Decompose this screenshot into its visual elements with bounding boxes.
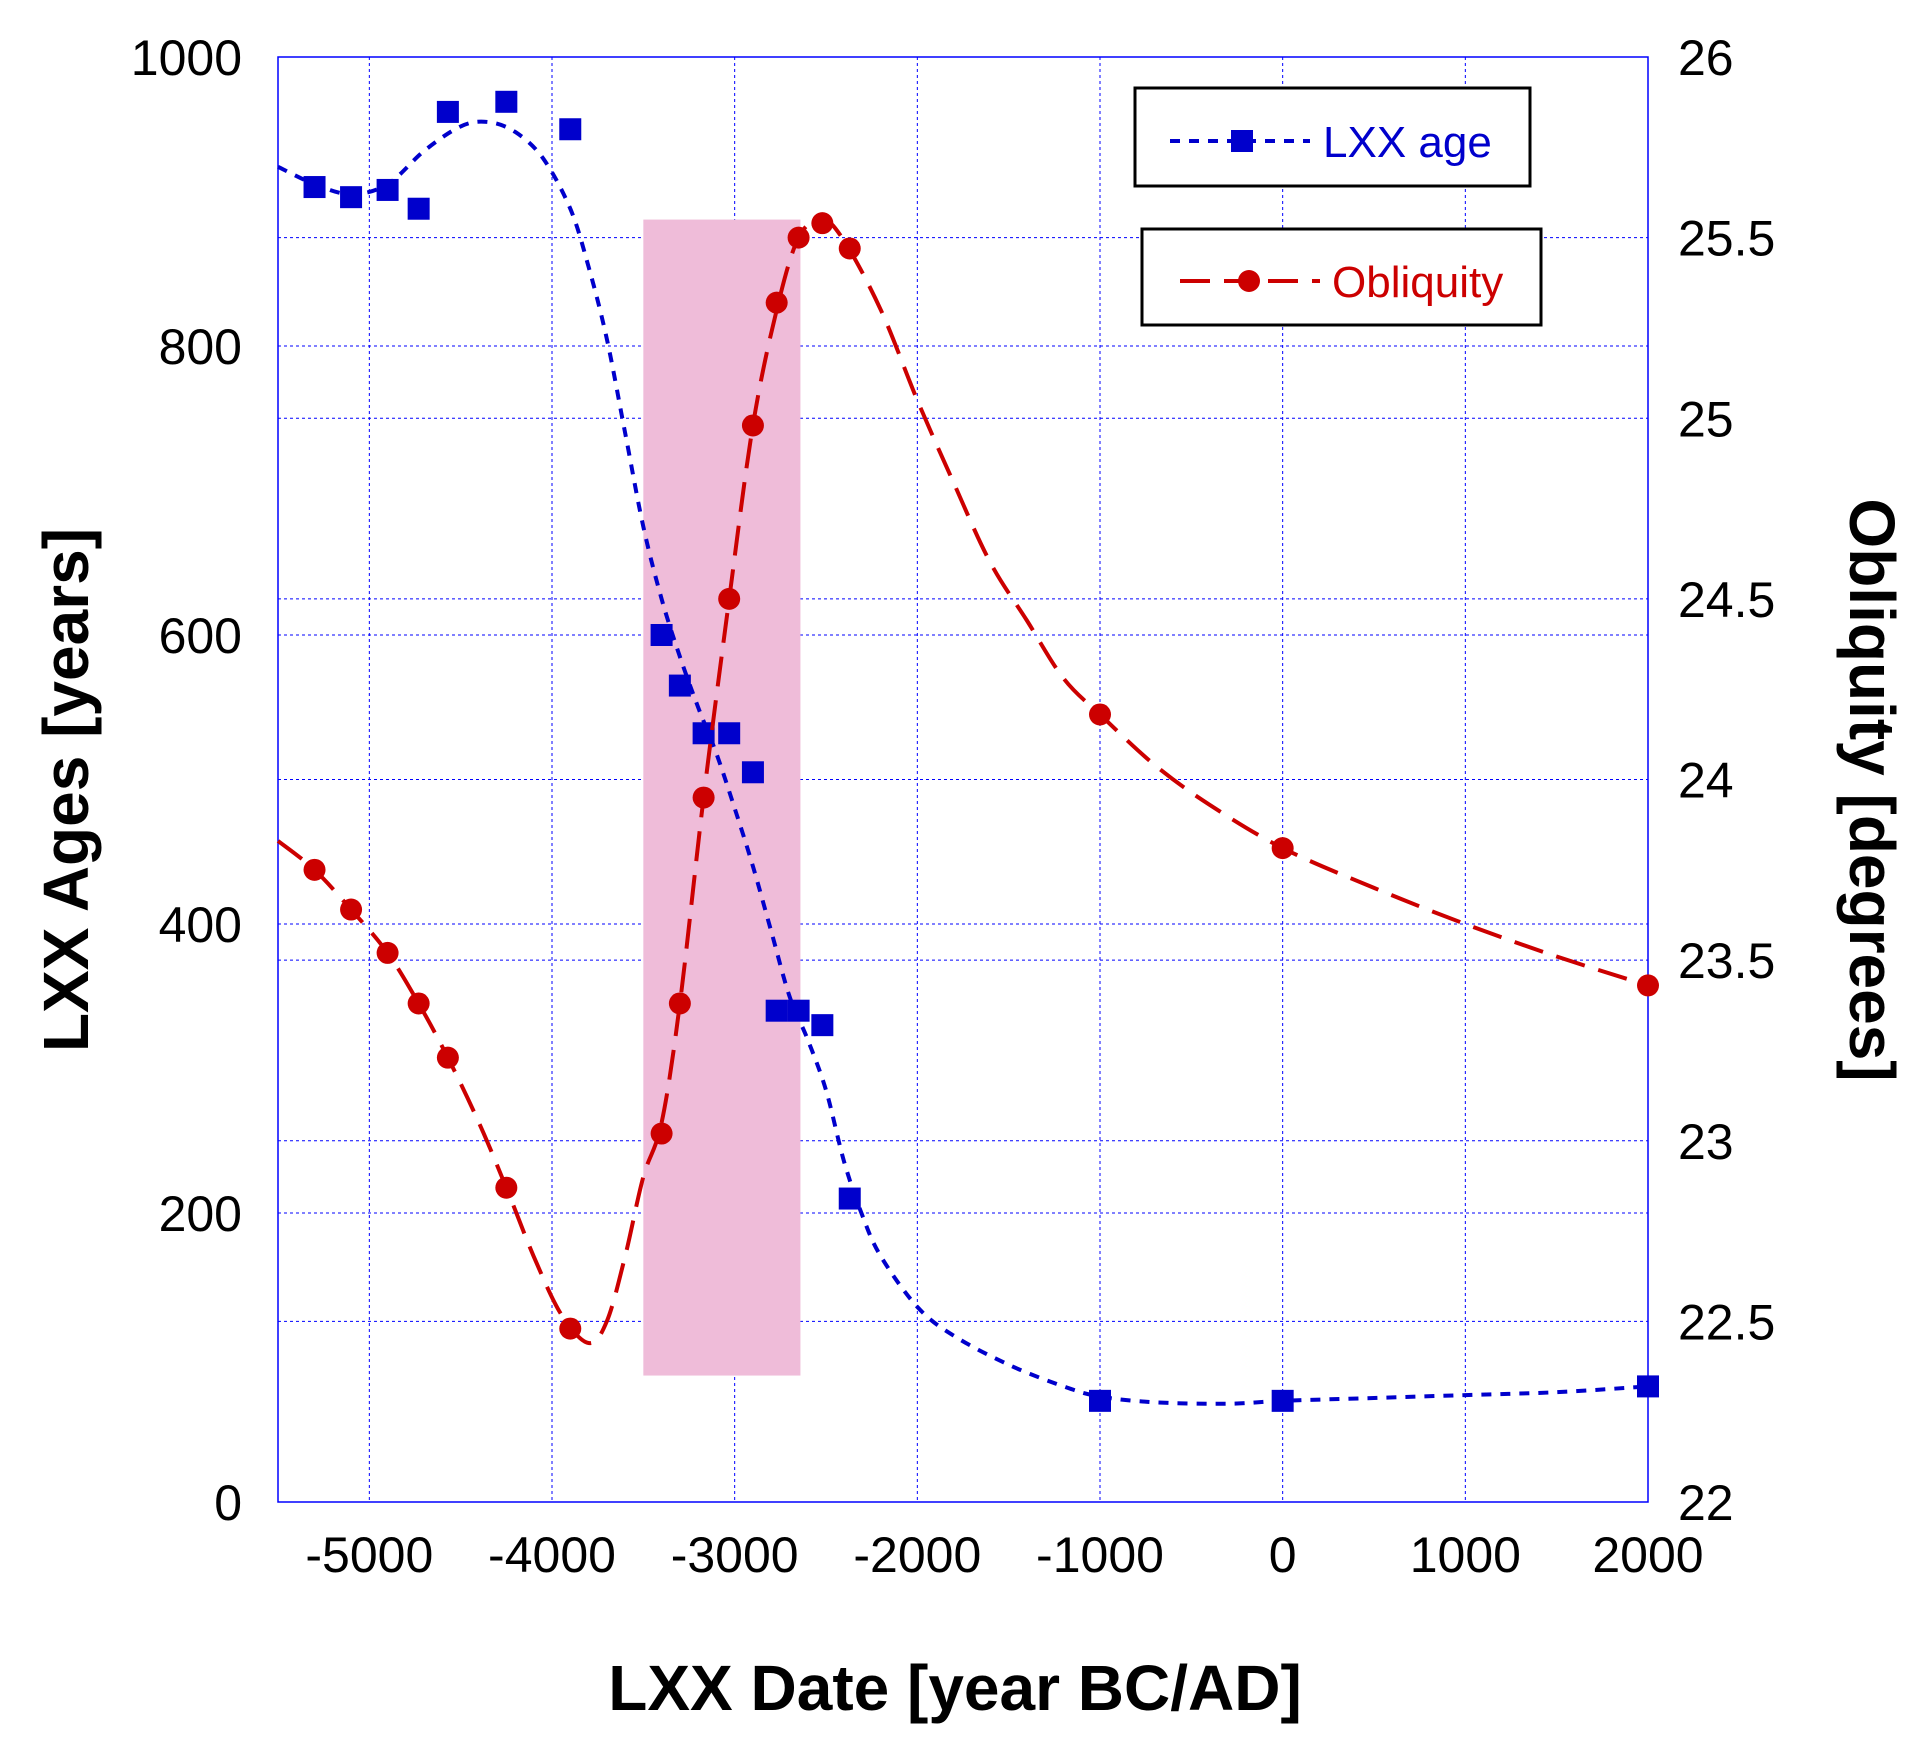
data-point-lxx-age (340, 186, 363, 209)
legend: LXX age Obliquity (1133, 86, 1543, 327)
data-point-lxx-age (559, 118, 582, 141)
y-right-tick-label: 22.5 (1678, 1294, 1775, 1350)
legend-marker-lxx-age (1231, 130, 1253, 152)
x-tick-label: -1000 (1036, 1527, 1164, 1583)
data-point-lxx-age (1271, 1389, 1294, 1412)
data-point-obliquity (1089, 703, 1111, 726)
data-point-obliquity (787, 226, 810, 249)
data-point-lxx-age (495, 90, 518, 113)
plot-frame (277, 56, 1649, 1503)
data-point-obliquity (650, 1122, 673, 1145)
data-point-lxx-age (407, 197, 430, 220)
x-tick-label: -2000 (853, 1527, 981, 1583)
legend-item-lxx-age: LXX age (1133, 86, 1532, 188)
x-tick-label: -4000 (488, 1527, 616, 1583)
x-tick-label: 1000 (1410, 1527, 1521, 1583)
legend-label-lxx-age: LXX age (1323, 118, 1492, 167)
data-point-lxx-age (765, 999, 788, 1022)
y-left-tick-label: 800 (159, 319, 242, 375)
data-point-lxx-age (1637, 1375, 1659, 1398)
data-point-obliquity (340, 898, 363, 921)
y-left-tick-label: 400 (159, 897, 242, 953)
y-left-axis-title: LXX Ages [years] (30, 528, 102, 1052)
legend-marker-obliquity (1238, 270, 1260, 292)
series-lxx-age (277, 90, 1659, 1412)
data-point-obliquity (838, 237, 861, 260)
data-point-obliquity (436, 1046, 459, 1069)
x-tick-label: 2000 (1592, 1527, 1703, 1583)
data-point-lxx-age (303, 176, 326, 199)
data-point-lxx-age (436, 100, 459, 123)
data-point-obliquity (1637, 974, 1659, 997)
y-left-tick-label: 200 (159, 1186, 242, 1242)
data-point-lxx-age (692, 722, 715, 745)
y-right-tick-label: 24 (1678, 753, 1734, 809)
data-point-obliquity (668, 992, 691, 1015)
x-tick-label: -3000 (671, 1527, 799, 1583)
data-point-obliquity (495, 1176, 518, 1199)
tick-labels: -5000 -4000 -3000 -2000 -1000 0 1000 2000 0 200 40… (131, 30, 1776, 1583)
legend-box-lxx-age (1133, 86, 1532, 188)
data-point-lxx-age (650, 624, 673, 646)
data-point-lxx-age (838, 1187, 861, 1210)
data-point-lxx-age (787, 999, 810, 1022)
x-tick-label: -5000 (305, 1527, 433, 1583)
data-point-lxx-age (668, 674, 691, 697)
series-line-obliquity (276, 217, 1649, 1346)
y-right-tick-label: 22 (1678, 1475, 1734, 1531)
data-point-obliquity (692, 786, 715, 809)
data-point-lxx-age (718, 722, 741, 745)
data-point-obliquity (559, 1317, 582, 1340)
highlight-region (643, 219, 801, 1376)
y-right-tick-label: 25 (1678, 391, 1734, 447)
y-right-tick-label: 23 (1678, 1114, 1734, 1170)
data-point-obliquity (811, 212, 834, 235)
y-right-tick-label: 23.5 (1678, 933, 1775, 989)
y-left-tick-label: 1000 (131, 30, 242, 86)
data-point-obliquity (741, 414, 764, 437)
data-point-obliquity (376, 941, 399, 964)
data-point-obliquity (1271, 837, 1294, 860)
data-point-lxx-age (376, 178, 399, 201)
y-right-axis-title: Obliquity [degrees] (1836, 498, 1908, 1081)
y-left-tick-label: 0 (214, 1475, 242, 1531)
data-point-lxx-age (811, 1014, 834, 1037)
y-right-tick-label: 24.5 (1678, 572, 1775, 628)
series-line-lxx-age (277, 119, 1649, 1406)
legend-box-obliquity (1140, 227, 1543, 327)
data-point-lxx-age (1089, 1389, 1111, 1412)
data-point-obliquity (303, 858, 326, 881)
series-layer (276, 90, 1659, 1412)
data-point-obliquity (407, 992, 430, 1015)
y-right-tick-label: 25.5 (1678, 211, 1775, 267)
y-left-tick-label: 600 (159, 608, 242, 664)
series-obliquity (276, 212, 1659, 1346)
legend-label-obliquity: Obliquity (1332, 258, 1503, 307)
data-point-obliquity (718, 587, 741, 610)
y-right-tick-label: 26 (1678, 30, 1734, 86)
x-axis-title: LXX Date [year BC/AD] (608, 1652, 1302, 1724)
legend-item-obliquity: Obliquity (1140, 227, 1543, 327)
x-tick-label: 0 (1269, 1527, 1297, 1583)
data-point-obliquity (765, 291, 788, 314)
data-point-lxx-age (741, 761, 764, 784)
